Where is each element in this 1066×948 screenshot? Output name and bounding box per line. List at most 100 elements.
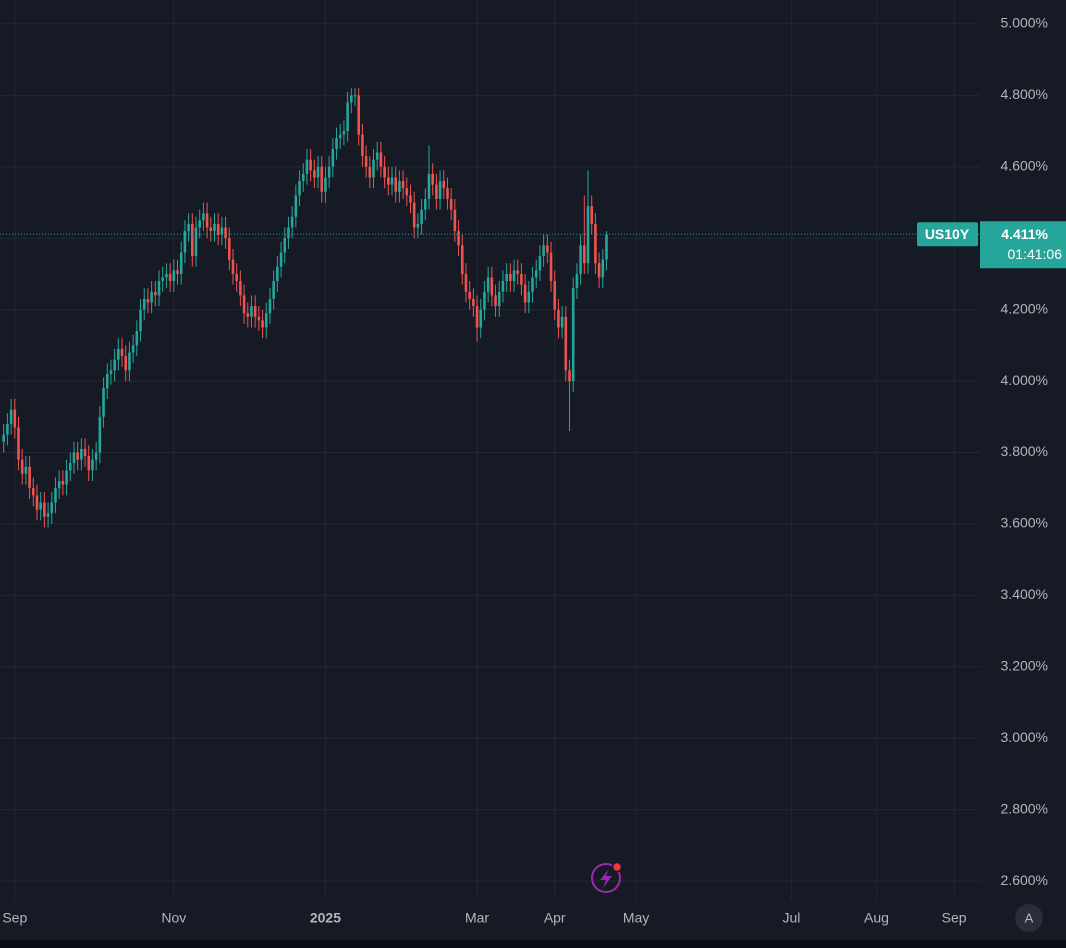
alert-icon[interactable]	[591, 861, 623, 893]
candle-body	[117, 348, 120, 360]
x-tick-label: Jul	[782, 910, 800, 926]
y-tick-label: 3.000%	[1001, 729, 1048, 745]
candle-body	[165, 273, 168, 278]
candle-body	[583, 245, 586, 264]
candle-body	[327, 166, 331, 178]
candle-body	[331, 148, 335, 167]
candle-body	[257, 316, 261, 321]
candle-body	[161, 277, 165, 282]
candle-body	[342, 131, 346, 135]
candle-body	[91, 459, 94, 471]
candle-body	[120, 348, 124, 357]
price-badge	[980, 221, 1066, 269]
candle-body	[124, 356, 128, 371]
candle-body	[486, 277, 490, 292]
candle-body	[368, 166, 372, 178]
candle-body	[176, 270, 179, 274]
candle-body	[431, 173, 434, 185]
bottom-strip	[0, 940, 1066, 948]
candle-body	[187, 223, 190, 232]
candle-body	[183, 231, 187, 253]
candle-body	[294, 195, 298, 217]
y-tick-label: 3.800%	[1001, 443, 1048, 459]
candle-body	[509, 273, 512, 282]
axes: 2.600% 2.800% 3.000% 3.200% 3.400% 3.600% 3.80…	[0, 15, 1066, 926]
candle-body	[43, 502, 46, 517]
candle-body	[305, 159, 309, 174]
candle-body	[568, 370, 571, 382]
y-tick-label: 2.600%	[1001, 872, 1048, 888]
candle-body	[427, 173, 431, 199]
candle-body	[457, 231, 460, 246]
candle-body	[449, 198, 453, 210]
candle-body	[54, 488, 57, 503]
candle-body	[17, 427, 20, 460]
candle-body	[494, 295, 497, 307]
candle-body	[150, 291, 153, 303]
candle-body	[72, 452, 76, 464]
candle-body	[479, 309, 483, 328]
auto-scale-label[interactable]: A	[1025, 910, 1034, 925]
candle-body	[553, 281, 557, 310]
candle-body	[335, 138, 338, 149]
candle-body	[420, 209, 423, 224]
y-tick-label: 5.000%	[1001, 15, 1048, 31]
candle-body	[453, 209, 457, 232]
candle-body	[324, 177, 327, 192]
candle-body	[601, 259, 605, 278]
x-tick-label: 2025	[310, 910, 341, 926]
candle-body	[372, 159, 375, 178]
candle-body	[80, 448, 83, 460]
candle-body	[520, 273, 523, 285]
candle-body	[309, 159, 312, 171]
auto-scale-button[interactable]	[1015, 904, 1043, 932]
candle-body	[276, 266, 279, 282]
candle-body	[268, 298, 272, 314]
x-tick-label: Apr	[544, 910, 566, 926]
candle-body	[375, 152, 379, 160]
candle-body	[35, 495, 39, 510]
candle-body	[423, 198, 427, 210]
candle-body	[198, 220, 201, 228]
candle-body	[142, 298, 146, 310]
candle-body	[61, 481, 65, 485]
candle-body	[261, 320, 264, 328]
y-tick-label: 4.800%	[1001, 86, 1048, 102]
candle-body	[353, 95, 357, 97]
candle-body	[483, 291, 486, 310]
candle-body	[205, 213, 209, 228]
candle-body	[220, 227, 224, 235]
candle-body	[531, 277, 534, 292]
x-tick-label: Sep	[2, 910, 27, 926]
candle-body	[571, 288, 575, 382]
candle-body	[28, 466, 31, 489]
candle-body	[128, 352, 131, 371]
candle-body	[20, 459, 24, 474]
symbol-badge	[917, 222, 978, 247]
candle-body	[2, 434, 5, 442]
candle-body	[235, 273, 238, 282]
candle-body	[364, 156, 368, 167]
candle-body	[350, 95, 353, 103]
candle-body	[98, 416, 102, 453]
candle-body	[216, 223, 220, 235]
candle-body	[250, 306, 253, 317]
candle-body	[557, 309, 560, 328]
y-tick-label: 4.000%	[1001, 372, 1048, 388]
candle-body	[224, 227, 227, 239]
x-tick-label: Mar	[465, 910, 489, 926]
candle-body	[76, 452, 79, 460]
candle-body	[65, 470, 68, 485]
candle-body	[202, 213, 205, 221]
candle-body	[13, 409, 17, 428]
candle-body	[398, 181, 401, 192]
x-tick-label: Nov	[161, 910, 186, 926]
y-tick-label: 3.600%	[1001, 515, 1048, 531]
candle-body	[390, 177, 394, 185]
countdown-label: 01:41:06	[1008, 246, 1063, 262]
candle-body	[416, 223, 420, 228]
candle-body	[490, 277, 494, 296]
candle-body	[464, 273, 468, 292]
candle-body	[24, 466, 28, 474]
symbol-label: US10Y	[925, 226, 970, 242]
